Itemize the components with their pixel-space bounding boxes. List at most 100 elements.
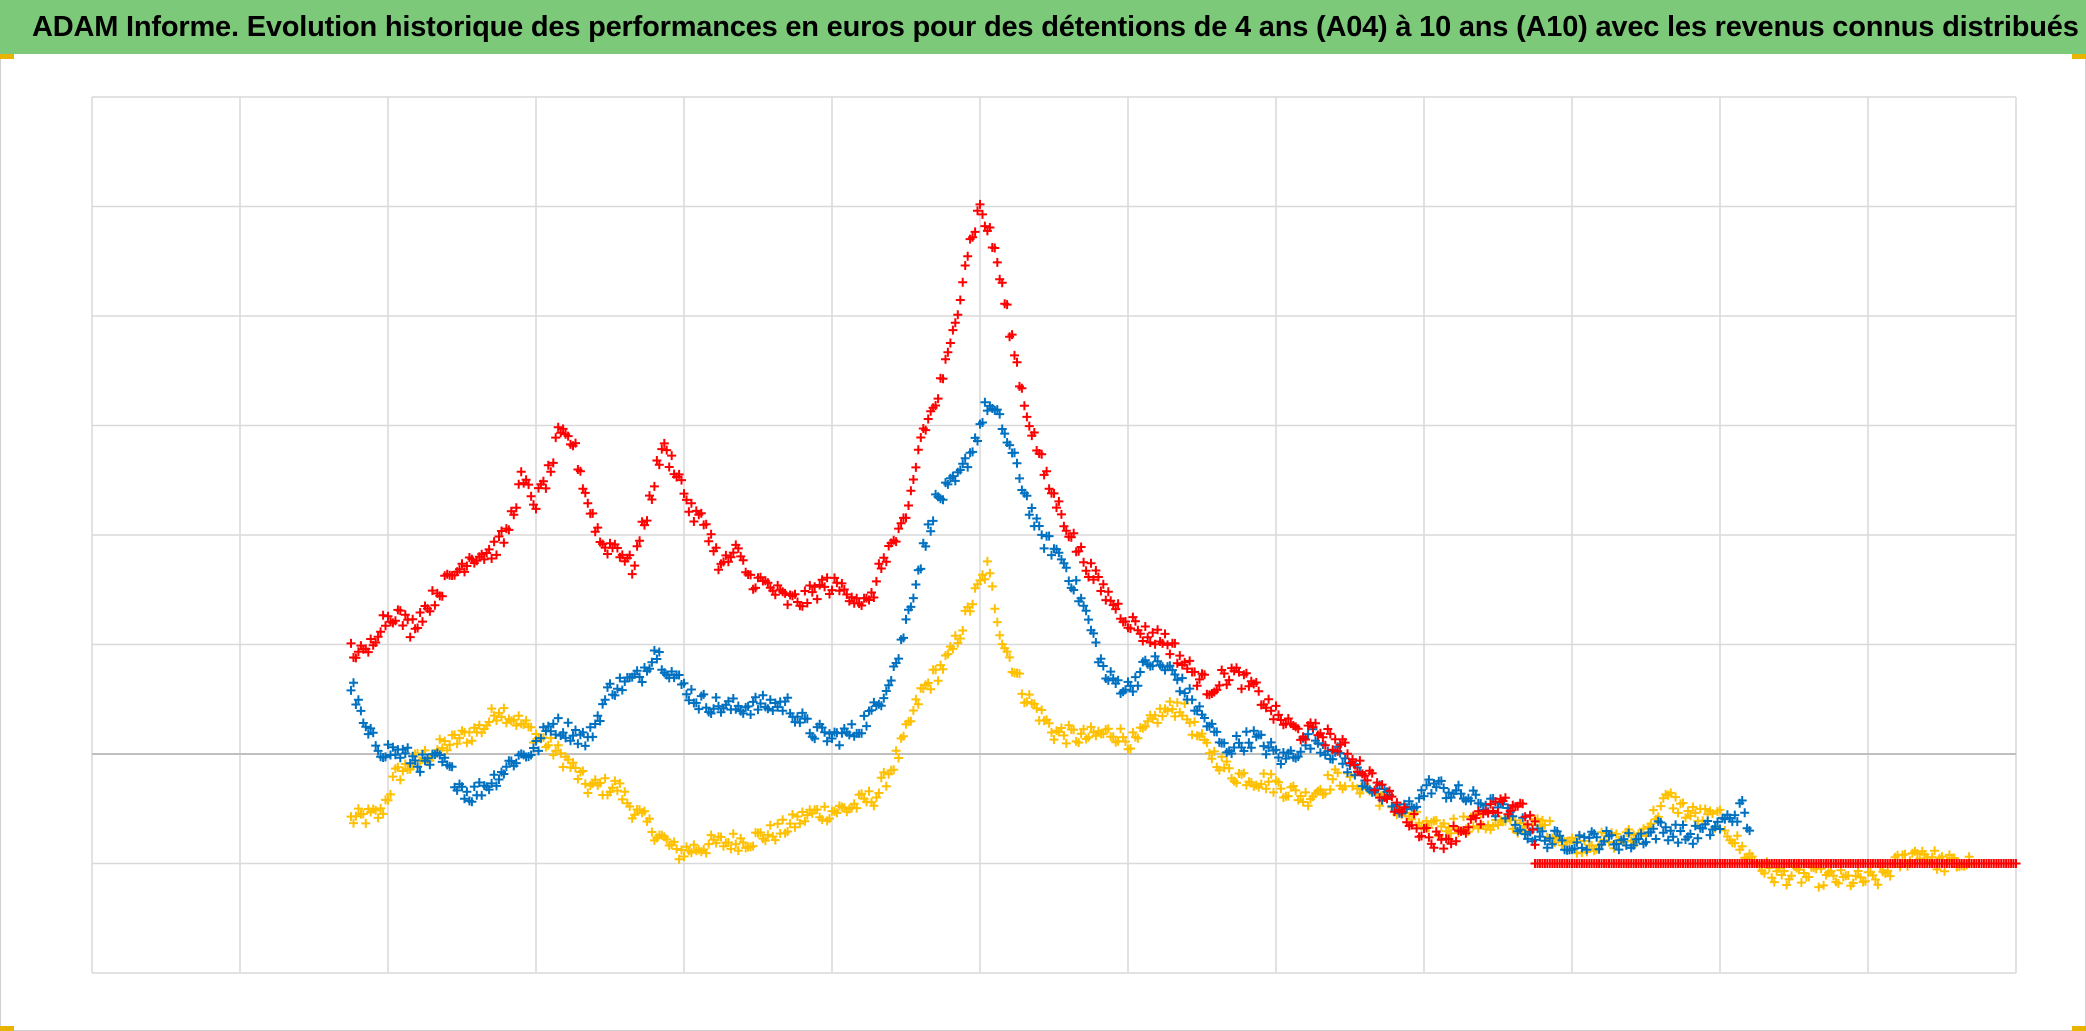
series-2-marker-468 <box>1500 793 1510 803</box>
series-1-marker-141 <box>694 704 704 714</box>
series-1-marker-155 <box>728 694 738 703</box>
series-2-marker-228 <box>908 475 918 484</box>
series-0-marker-83 <box>551 746 561 756</box>
series-1-marker-240 <box>938 495 948 505</box>
series-0-marker-169 <box>763 830 773 840</box>
series-2-marker-375 <box>1271 701 1281 711</box>
series-1-marker-497 <box>1572 837 1582 847</box>
series-1-marker-87 <box>561 733 571 743</box>
series-0-marker-19 <box>393 762 403 772</box>
series-1-marker-385 <box>1296 747 1306 757</box>
series-2-marker-266 <box>1002 300 1012 310</box>
series-0-marker-289 <box>1059 730 1069 740</box>
series-2-marker-24 <box>405 632 415 642</box>
series-2-marker-215 <box>876 564 886 573</box>
series-0-marker-242 <box>943 649 953 659</box>
series-2-marker-80 <box>543 460 553 470</box>
chart-title: ADAM Informe. Evolution historique des p… <box>32 10 2079 43</box>
series-1-marker-43 <box>452 785 462 795</box>
series-1-marker-65 <box>506 756 516 766</box>
series-1-marker-317 <box>1128 687 1138 696</box>
series-1-marker-528 <box>1648 824 1658 834</box>
series-0-marker-15 <box>383 795 393 805</box>
series-0-marker-90 <box>568 758 578 768</box>
series-1-marker-392 <box>1313 738 1323 748</box>
series-0-marker-327 <box>1153 718 1163 728</box>
series-2-marker-305 <box>1098 579 1108 589</box>
series-1-marker-181 <box>793 712 802 722</box>
series-2-marker-91 <box>571 438 580 448</box>
series-2-marker-10 <box>371 638 381 647</box>
series-2-marker-226 <box>904 501 913 510</box>
series-2-marker-230 <box>913 445 923 455</box>
series-0-marker-109 <box>615 778 625 788</box>
series-1-marker-553 <box>1710 822 1720 832</box>
series-0-marker-154 <box>726 844 736 854</box>
series-0-marker-257 <box>980 574 990 584</box>
series-1-marker-124 <box>652 654 662 664</box>
series-0-marker-128 <box>662 834 672 844</box>
series-0-marker-50 <box>469 723 479 733</box>
series-2-marker-114 <box>627 569 637 579</box>
series-1-marker-76 <box>534 746 543 756</box>
series-0-marker-2 <box>351 811 361 821</box>
series-0-marker-101 <box>595 778 605 788</box>
series-2-marker-120 <box>642 516 652 526</box>
series-0-marker-246 <box>953 638 963 648</box>
series-2-marker-190 <box>815 580 825 590</box>
series-0-marker-121 <box>645 814 654 824</box>
series-1-marker-538 <box>1673 838 1683 848</box>
series-1-marker-218 <box>884 680 894 690</box>
series-1-marker-167 <box>758 690 768 700</box>
series-2-marker-270 <box>1012 357 1022 367</box>
series-2-marker-223 <box>896 518 906 528</box>
series-2-marker-439 <box>1429 843 1439 853</box>
series-1-marker-486 <box>1545 833 1555 843</box>
series-0-marker-323 <box>1143 716 1153 726</box>
series-0-marker-228 <box>908 706 918 715</box>
series-2-marker-199 <box>837 578 847 588</box>
series-1-marker-149 <box>714 701 723 711</box>
series-1-marker-476 <box>1520 829 1530 839</box>
series-0-marker-513 <box>1611 829 1621 839</box>
series-1-marker-561 <box>1730 810 1740 820</box>
series-1-marker-88 <box>563 718 573 728</box>
series-0-marker-260 <box>987 581 997 591</box>
series-0-marker-295 <box>1074 738 1084 748</box>
series-2-marker-401 <box>1335 740 1345 750</box>
series-0-marker-71 <box>521 715 531 725</box>
series-0-marker-296 <box>1076 729 1086 739</box>
series-2-marker-316 <box>1126 624 1135 633</box>
series-2-marker-354 <box>1219 669 1229 678</box>
series-2-marker-283 <box>1044 484 1054 494</box>
series-2-marker-176 <box>780 588 790 598</box>
series-1-marker-166 <box>756 699 765 708</box>
series-1-marker-360 <box>1234 738 1244 748</box>
series-1-marker-175 <box>778 706 788 716</box>
series-2-marker-164 <box>751 583 760 593</box>
series-2-marker-391 <box>1311 718 1320 728</box>
series-2-marker-86 <box>558 424 568 434</box>
series-1-marker-302 <box>1091 638 1101 647</box>
series-1-marker-252 <box>968 447 978 457</box>
series-2-marker-250 <box>963 251 973 261</box>
series-0-marker-345 <box>1197 729 1207 739</box>
series-2-marker-34 <box>430 600 440 610</box>
series-1-marker-185 <box>802 714 812 724</box>
series-0-marker-184 <box>800 816 810 826</box>
series-1-marker-540 <box>1678 820 1688 830</box>
series-0-marker-119 <box>640 806 649 816</box>
series-0-marker-181 <box>793 812 802 821</box>
series-0-marker-220 <box>889 765 899 775</box>
series-0-marker-49 <box>467 736 477 746</box>
series-0-marker-540 <box>1678 798 1688 808</box>
series-2-marker-256 <box>978 209 987 219</box>
series-0-marker-84 <box>553 740 563 750</box>
series-0-marker-10 <box>371 805 381 815</box>
series-2-marker-321 <box>1138 636 1148 646</box>
series-0-marker-542 <box>1683 806 1693 816</box>
series-2-marker-443 <box>1439 844 1449 854</box>
series-2-marker-320 <box>1135 629 1145 639</box>
series-0-marker-139 <box>689 840 699 850</box>
series-1-marker-159 <box>738 708 748 718</box>
